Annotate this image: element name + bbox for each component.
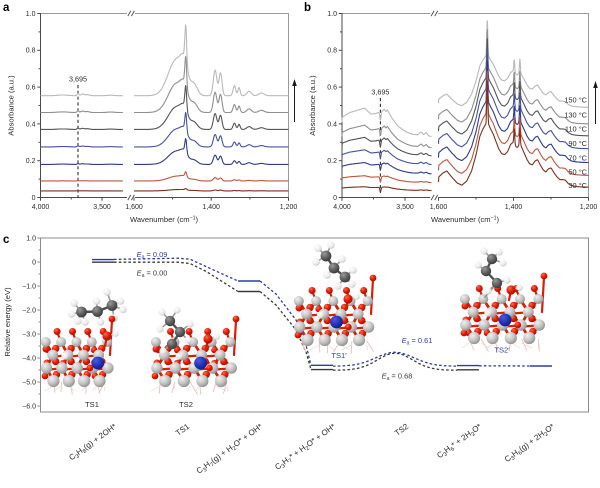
svg-text:1.0: 1.0 <box>26 235 36 242</box>
svg-text:b: b <box>304 2 311 14</box>
svg-text:−6.0: −6.0 <box>22 403 36 410</box>
svg-text:0.4: 0.4 <box>26 121 36 128</box>
svg-text:3,695: 3,695 <box>69 75 87 84</box>
svg-text:0.4: 0.4 <box>327 121 337 128</box>
svg-text:0.2: 0.2 <box>26 158 36 165</box>
svg-text:50 °C: 50 °C <box>568 168 587 177</box>
svg-text:1,600: 1,600 <box>430 204 448 211</box>
svg-text:3,500: 3,500 <box>93 204 111 211</box>
svg-text:Ea = 0.68: Ea = 0.68 <box>382 372 413 383</box>
svg-text:1,400: 1,400 <box>505 204 523 211</box>
svg-text:Ea = 0.61: Ea = 0.61 <box>402 336 433 347</box>
svg-text:0: 0 <box>32 259 36 266</box>
svg-text:Wavenumber (cm−1): Wavenumber (cm−1) <box>130 215 199 224</box>
svg-text:TS1: TS1 <box>85 400 99 409</box>
svg-text:130 °C: 130 °C <box>564 111 587 120</box>
svg-text:a: a <box>3 2 10 14</box>
svg-text:Absorbance (a.u.): Absorbance (a.u.) <box>7 75 16 136</box>
svg-text:−4.0: −4.0 <box>22 355 36 362</box>
svg-text:1,200: 1,200 <box>580 204 598 211</box>
svg-text:Wavenumber (cm−1): Wavenumber (cm−1) <box>431 215 500 224</box>
svg-text:1.0: 1.0 <box>327 11 337 18</box>
svg-text:0: 0 <box>32 195 36 202</box>
svg-text:TS2′: TS2′ <box>494 346 510 355</box>
svg-text:−1.0: −1.0 <box>22 283 36 290</box>
svg-text:4,000: 4,000 <box>32 204 50 211</box>
svg-text:0.6: 0.6 <box>327 85 337 92</box>
svg-text:30 °C: 30 °C <box>568 181 587 190</box>
svg-text:c: c <box>3 234 10 246</box>
svg-text:1,400: 1,400 <box>202 204 220 211</box>
svg-text:Ea = 0.00: Ea = 0.00 <box>137 269 168 280</box>
svg-text:0.2: 0.2 <box>327 158 337 165</box>
svg-text:110 °C: 110 °C <box>565 125 588 134</box>
svg-text:TS2: TS2 <box>179 400 193 409</box>
svg-text:1.0: 1.0 <box>26 11 36 18</box>
svg-text:Relative energy (eV): Relative energy (eV) <box>3 287 12 357</box>
svg-text:Absorbance (a.u.): Absorbance (a.u.) <box>308 75 317 136</box>
svg-text:4,000: 4,000 <box>333 204 351 211</box>
svg-text:150 °C: 150 °C <box>564 96 587 105</box>
svg-text:1,200: 1,200 <box>280 204 298 211</box>
svg-text:0: 0 <box>333 195 337 202</box>
svg-text:0.8: 0.8 <box>26 48 36 55</box>
svg-text:−3.0: −3.0 <box>22 331 36 338</box>
svg-text:−5.0: −5.0 <box>22 379 36 386</box>
svg-text:70 °C: 70 °C <box>568 154 587 163</box>
svg-text:1,600: 1,600 <box>125 204 143 211</box>
svg-text:3,500: 3,500 <box>396 204 414 211</box>
svg-text:3,695: 3,695 <box>371 88 389 97</box>
svg-text:0.6: 0.6 <box>26 85 36 92</box>
svg-text:−2.0: −2.0 <box>22 307 36 314</box>
svg-text:90 °C: 90 °C <box>568 139 587 148</box>
svg-text:TS1′: TS1′ <box>331 351 347 360</box>
svg-text:0.8: 0.8 <box>327 48 337 55</box>
svg-text:Ea = 0.09: Ea = 0.09 <box>137 250 168 261</box>
